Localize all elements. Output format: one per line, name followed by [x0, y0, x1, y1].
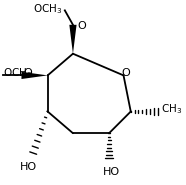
Text: OCH$_3$: OCH$_3$ [33, 3, 62, 16]
Text: HO: HO [103, 167, 120, 177]
Polygon shape [21, 72, 48, 79]
Text: HO: HO [20, 162, 37, 172]
Polygon shape [69, 25, 77, 54]
Text: CH$_3$: CH$_3$ [161, 102, 182, 116]
Text: O: O [122, 68, 131, 78]
Text: OCH$_3$: OCH$_3$ [2, 66, 32, 80]
Text: O: O [23, 68, 32, 78]
Text: O: O [77, 21, 86, 31]
